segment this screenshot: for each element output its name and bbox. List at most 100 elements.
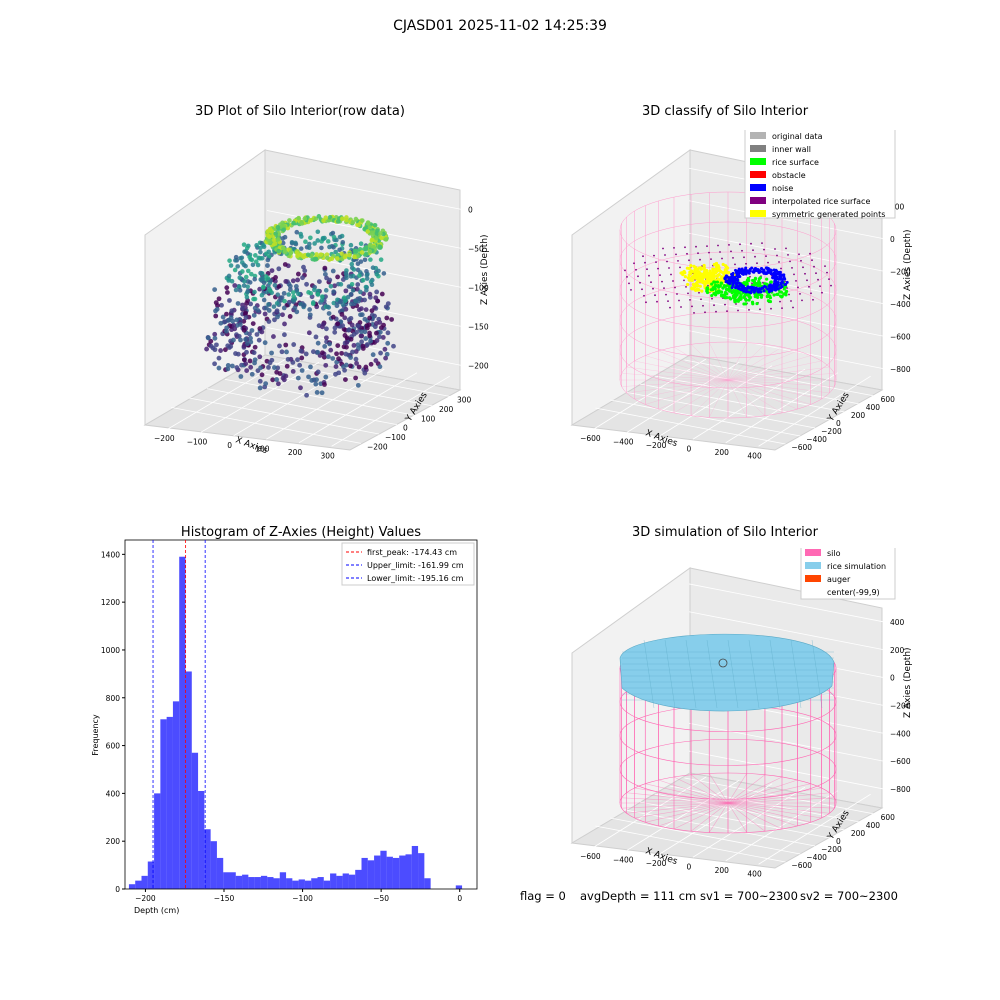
scatter-point <box>262 311 268 317</box>
scatter-point <box>226 273 232 279</box>
scatter-point <box>263 381 269 387</box>
scatter-point <box>347 252 352 258</box>
interpolated-point <box>770 307 772 310</box>
scatter-point <box>250 262 256 268</box>
grid-line <box>298 372 418 444</box>
scatter-point <box>358 333 364 339</box>
interpolated-point <box>685 286 687 288</box>
wire-spoke <box>673 379 729 414</box>
histogram-frame <box>124 539 478 890</box>
wire-spoke <box>634 360 729 381</box>
scatter-point <box>283 342 289 348</box>
histogram-chart: −200 −150 −100 −50 0 0 200 400 600 800 1000 1200 140… <box>91 539 478 915</box>
rice-surface-point <box>756 293 760 297</box>
scatter-point <box>253 259 259 264</box>
scatter-point <box>251 350 257 356</box>
scatter-point <box>301 254 306 260</box>
scatter-point <box>335 274 341 280</box>
noise-point <box>738 284 742 288</box>
symmetric-point <box>686 282 690 287</box>
symmetric-point <box>683 275 687 279</box>
y-tick-label: 100 <box>421 414 436 423</box>
wire-spoke <box>727 802 830 814</box>
scatter-point <box>364 323 370 328</box>
scatter-point <box>334 351 339 357</box>
histogram-bar <box>411 845 419 889</box>
scatter-point <box>271 304 277 309</box>
scatter-point <box>224 311 229 317</box>
interpolated-point <box>828 278 830 280</box>
noise-point <box>770 288 774 292</box>
scatter-point <box>287 314 293 319</box>
wire-spoke <box>727 346 783 381</box>
noise-point <box>752 287 756 291</box>
scatter-point <box>293 240 298 246</box>
scatter-point <box>255 308 261 313</box>
y-tick-label: −100 <box>385 433 406 442</box>
symmetric-point <box>694 283 698 287</box>
noise-point <box>749 286 753 290</box>
scatter-point <box>282 321 287 327</box>
scatter-point <box>266 302 271 307</box>
rice-surface-point <box>712 292 716 296</box>
scatter-point <box>257 385 263 391</box>
y-tick-label: −200 <box>821 845 842 854</box>
symmetric-point <box>689 271 693 276</box>
noise-point <box>725 280 729 284</box>
noise-point <box>779 282 783 286</box>
classify-3d-plot: −600 −400 −200 0 200 400 −600−400−20002004006… <box>570 130 913 460</box>
scatter-point <box>284 349 289 355</box>
raw-pane-back <box>264 149 461 391</box>
scatter-point <box>340 216 345 221</box>
scatter-point <box>247 280 253 285</box>
noise-point <box>731 280 735 284</box>
interpolated-point <box>700 298 702 301</box>
scatter-point <box>249 328 255 333</box>
scatter-point <box>242 278 247 284</box>
interpolated-point <box>691 305 693 308</box>
scatter-point <box>285 356 291 362</box>
scatter-point <box>237 275 243 280</box>
scatter-point <box>334 359 340 365</box>
scatter-point <box>337 247 342 253</box>
scatter-point <box>316 279 322 284</box>
scatter-point <box>315 369 321 375</box>
scatter-point <box>343 288 349 294</box>
scatter-point <box>238 374 244 379</box>
interpolated-point <box>702 304 704 307</box>
scatter-point <box>298 246 304 251</box>
scatter-point <box>228 344 234 349</box>
interpolated-point <box>693 312 695 314</box>
rice-surface-point <box>760 294 764 298</box>
interpolated-point <box>726 310 728 312</box>
symmetric-point <box>716 273 720 277</box>
interpolated-point <box>749 275 751 278</box>
auger-marker <box>718 658 728 668</box>
interpolated-point <box>679 266 681 269</box>
interpolated-point <box>624 269 626 272</box>
interpolated-point <box>741 249 743 252</box>
noise-point <box>767 270 771 274</box>
scatter-point <box>380 335 386 340</box>
scatter-point <box>334 303 340 309</box>
wire-spoke <box>673 776 729 804</box>
scatter-point <box>243 337 248 342</box>
scatter-point <box>282 298 287 304</box>
scatter-point <box>340 240 346 245</box>
legend-label: inner wall <box>772 145 811 154</box>
scatter-point <box>219 302 224 308</box>
scatter-point <box>355 382 361 388</box>
y-tick-label: 300 <box>457 396 472 405</box>
interpolated-point <box>788 293 790 296</box>
symmetric-point <box>699 267 703 271</box>
noise-point <box>734 268 738 272</box>
legend-label: rice surface <box>772 158 819 167</box>
interpolated-point <box>641 288 643 291</box>
interpolated-point <box>824 265 826 267</box>
interpolated-point <box>704 311 706 314</box>
scatter-point <box>261 297 267 303</box>
grid-line <box>610 399 801 437</box>
noise-point <box>752 289 756 293</box>
wire-spoke <box>727 344 766 381</box>
y-tick-label: 200 <box>106 837 121 846</box>
